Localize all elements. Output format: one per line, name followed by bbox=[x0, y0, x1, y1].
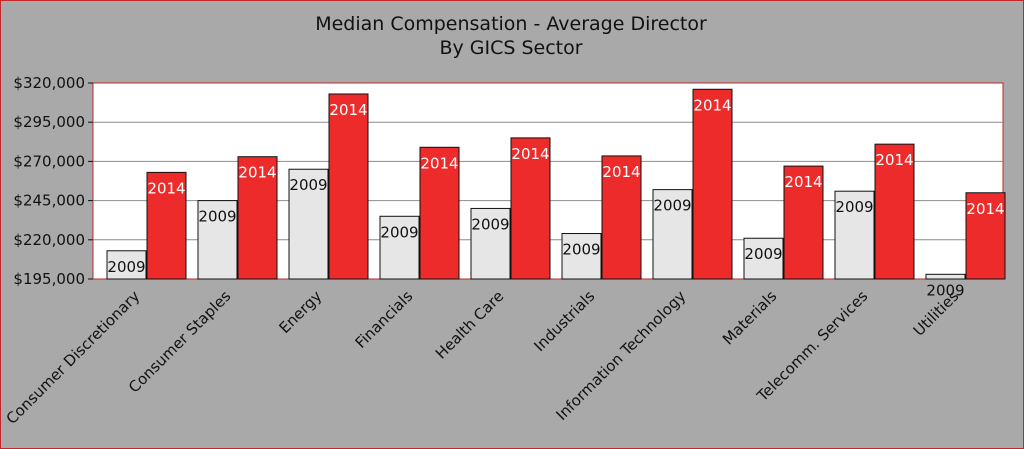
bar-label-2014: 2014 bbox=[966, 200, 1004, 218]
y-axis: $195,000 $220,000 $245,000 $270,000 $295,000… bbox=[13, 74, 93, 288]
y-tick-label: $320,000 bbox=[13, 74, 85, 92]
bar-label-2009: 2009 bbox=[744, 245, 782, 263]
bar-2014 bbox=[328, 93, 369, 280]
bar-2009 bbox=[288, 168, 329, 280]
bar-2014 bbox=[146, 171, 187, 280]
bar-label-2009: 2009 bbox=[835, 198, 873, 216]
bar-label-2009: 2009 bbox=[107, 258, 145, 276]
bar-label-2014: 2014 bbox=[420, 154, 458, 172]
y-tick-label: $220,000 bbox=[13, 231, 85, 249]
bar-label-2009: 2009 bbox=[380, 223, 418, 241]
bar-label-2014: 2014 bbox=[511, 145, 549, 163]
bar-2009 bbox=[743, 237, 784, 280]
bar-label-2014: 2014 bbox=[693, 96, 731, 114]
chart-subtitle: By GICS Sector bbox=[439, 37, 583, 59]
y-tick-label: $245,000 bbox=[13, 192, 85, 210]
bar-label-2014: 2014 bbox=[602, 163, 640, 181]
bar-2009 bbox=[106, 250, 147, 280]
bar-label-2014: 2014 bbox=[875, 151, 913, 169]
bar-label-2014: 2014 bbox=[238, 164, 276, 182]
bar-2014 bbox=[965, 192, 1006, 280]
bar-2014 bbox=[510, 137, 551, 280]
category-label: Health Care bbox=[432, 287, 507, 362]
bar-2014 bbox=[783, 165, 824, 280]
y-tick-label: $270,000 bbox=[13, 152, 85, 170]
bars: 2009 2014 2009 2014 2009 2014 2009 2014 2009 2014… bbox=[106, 88, 1006, 299]
category-label: Materials bbox=[719, 287, 780, 348]
category-label: Industrials bbox=[530, 287, 598, 355]
bar-2009 bbox=[379, 215, 420, 280]
bar-label-2009: 2009 bbox=[198, 208, 236, 226]
bar-label-2014: 2014 bbox=[147, 179, 185, 197]
bar-2009 bbox=[652, 189, 693, 280]
bar-2009 bbox=[470, 207, 511, 280]
bar-2014 bbox=[237, 156, 278, 280]
bar-label-2009: 2009 bbox=[926, 281, 964, 299]
bar-2009 bbox=[834, 190, 875, 280]
chart-title-block: Median Compensation - Average Director B… bbox=[0, 12, 1022, 60]
bar-label-2009: 2009 bbox=[289, 176, 327, 194]
bar-2014 bbox=[601, 155, 642, 280]
bar-2009 bbox=[925, 273, 966, 280]
y-tick-label: $295,000 bbox=[13, 113, 85, 131]
y-tick-label: $195,000 bbox=[13, 270, 85, 288]
bar-label-2009: 2009 bbox=[471, 215, 509, 233]
bar-2009 bbox=[561, 233, 602, 280]
bar-2014 bbox=[419, 146, 460, 280]
category-label: Consumer Discretionary bbox=[3, 287, 144, 428]
category-label: Consumer Staples bbox=[125, 287, 234, 396]
bar-label-2009: 2009 bbox=[562, 241, 600, 259]
category-label: Energy bbox=[275, 287, 325, 337]
category-label: Financials bbox=[352, 287, 417, 352]
bar-label-2014: 2014 bbox=[784, 173, 822, 191]
bar-2009 bbox=[197, 200, 238, 280]
bar-label-2009: 2009 bbox=[653, 197, 691, 215]
bar-2014 bbox=[692, 88, 733, 280]
bar-label-2014: 2014 bbox=[329, 101, 367, 119]
bar-2014 bbox=[874, 143, 915, 280]
chart-title: Median Compensation - Average Director bbox=[315, 13, 707, 35]
